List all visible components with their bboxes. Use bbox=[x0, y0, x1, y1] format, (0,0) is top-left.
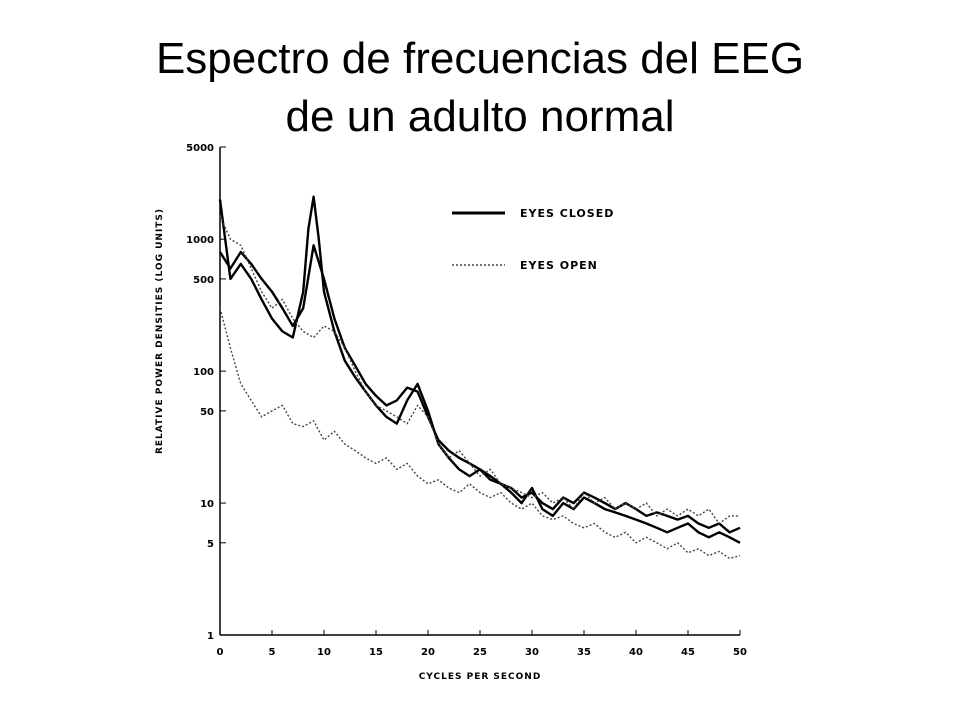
eeg-spectrum-chart: 0 5 10 15 20 25 30 35 40 45 50 1510501005001000500… bbox=[155, 143, 747, 682]
legend-label-eyes-closed: EYES CLOSED bbox=[520, 207, 614, 220]
x-tick-label: 30 bbox=[525, 647, 539, 658]
x-tick-label: 20 bbox=[421, 647, 435, 658]
series-line-eyes-closed-0 bbox=[218, 195, 741, 544]
x-tick-label: 0 bbox=[217, 647, 224, 658]
slide-title-line-2: de un adulto normal bbox=[285, 92, 675, 141]
x-axis-label: CYCLES PER SECOND bbox=[419, 672, 542, 682]
y-tick-label: 5 bbox=[207, 539, 214, 550]
legend-label-eyes-open: EYES OPEN bbox=[520, 259, 598, 272]
y-axis-label: RELATIVE POWER DENSITIES (LOG UNITS) bbox=[155, 208, 165, 454]
y-tick-label: 5000 bbox=[186, 143, 214, 154]
x-tick-label: 50 bbox=[733, 647, 747, 658]
x-tick-label: 5 bbox=[269, 647, 276, 658]
x-tick-label: 15 bbox=[369, 647, 383, 658]
x-tick-label: 35 bbox=[577, 647, 591, 658]
y-tick-label: 1 bbox=[207, 631, 214, 642]
y-tick-label: 10 bbox=[200, 499, 214, 510]
slide-title: Espectro de frecuencias del EEG de un ad… bbox=[0, 30, 960, 146]
chart-axes bbox=[219, 147, 740, 636]
slide-title-line-1: Espectro de frecuencias del EEG bbox=[155, 34, 805, 83]
y-tick-label: 500 bbox=[193, 275, 214, 286]
series-line-eyes-open-3 bbox=[219, 215, 740, 525]
series-layer bbox=[218, 195, 741, 560]
series-line-eyes-open-2 bbox=[219, 308, 741, 560]
y-tick-label: 50 bbox=[200, 407, 214, 418]
x-tick-label: 25 bbox=[473, 647, 487, 658]
series-line-eyes-closed-1 bbox=[218, 244, 741, 534]
y-axis-ticks: 1 5 10 50 100 500 1000 5000 bbox=[186, 143, 226, 642]
x-tick-label: 10 bbox=[317, 647, 331, 658]
x-tick-label: 45 bbox=[681, 647, 695, 658]
chart-legend: EYES CLOSED EYES OPEN bbox=[452, 207, 614, 272]
x-axis-ticks: 0 5 10 15 20 25 30 35 40 45 50 bbox=[217, 630, 747, 658]
y-tick-label: 100 bbox=[193, 367, 214, 378]
x-tick-label: 40 bbox=[629, 647, 643, 658]
y-tick-label: 1000 bbox=[186, 235, 214, 246]
